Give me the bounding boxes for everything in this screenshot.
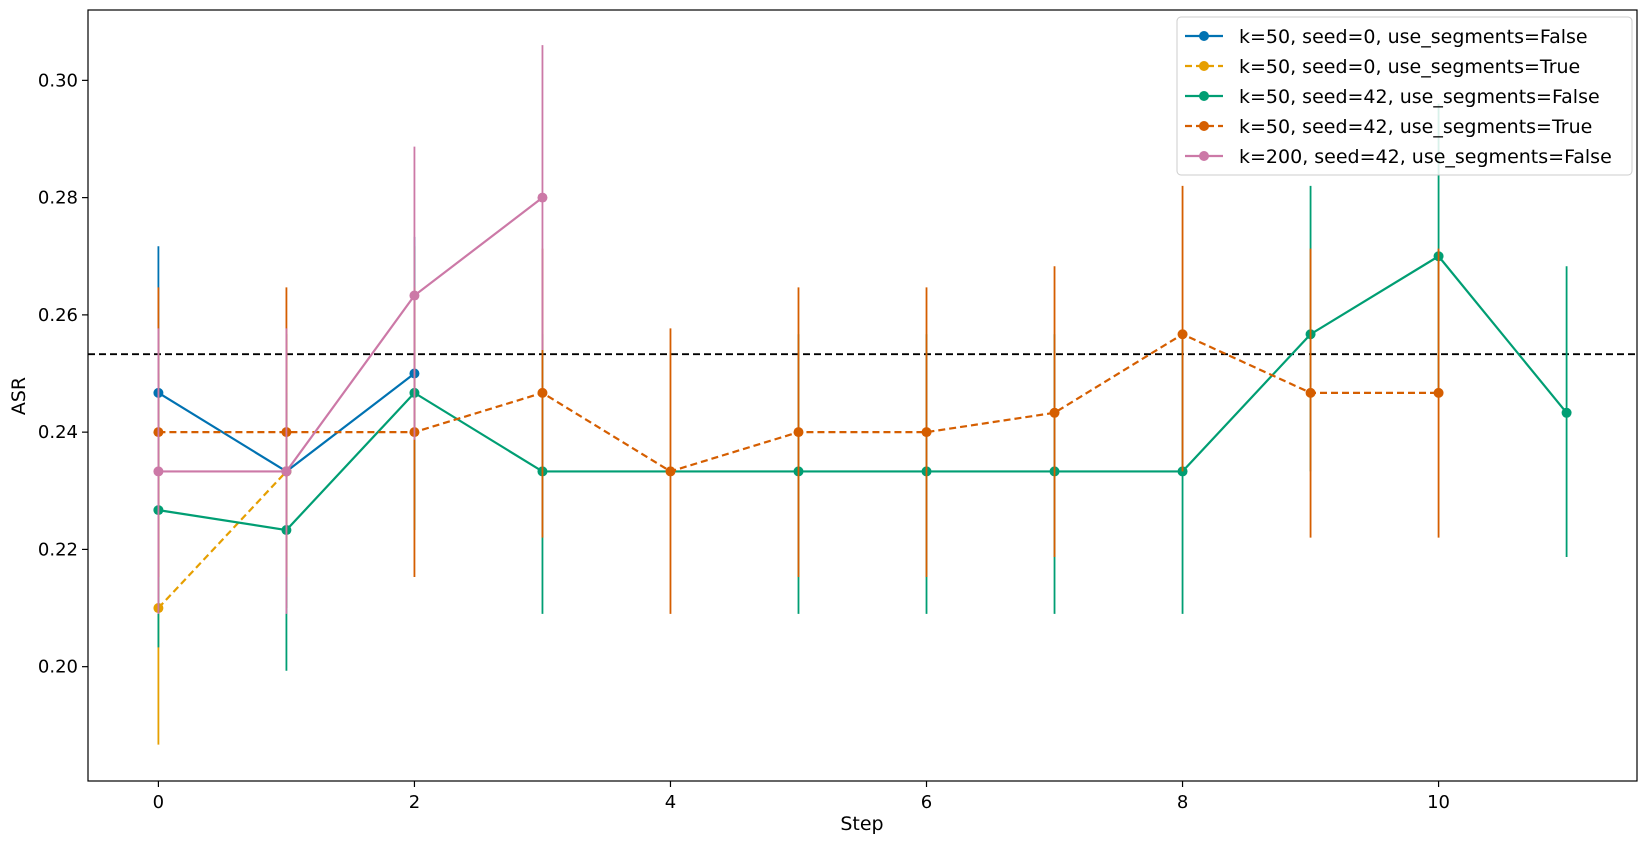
data-point: [537, 192, 548, 203]
series-line: [157, 470, 288, 609]
legend-marker: [1199, 121, 1209, 131]
legend-label: k=200, seed=42, use_segments=False: [1239, 146, 1612, 168]
x-tick-label: 10: [1427, 792, 1450, 813]
legend-marker: [1199, 61, 1209, 71]
x-tick-label: 2: [409, 792, 420, 813]
x-tick-label: 6: [921, 792, 932, 813]
data-point: [537, 387, 548, 398]
series-line: [158, 196, 544, 473]
axes-layer: 0 2 4 6 8 10 0.20 0.22 0.24 0.26 0.28 0.30: [38, 70, 1450, 813]
series-layer: [88, 45, 1637, 745]
y-tick-label: 0.30: [38, 70, 78, 91]
legend-label: k=50, seed=0, use_segments=True: [1239, 56, 1580, 78]
legend-label: k=50, seed=0, use_segments=False: [1239, 26, 1588, 48]
data-point: [1433, 387, 1444, 398]
data-point: [1049, 407, 1060, 418]
legend-marker: [1199, 31, 1209, 41]
legend-box: [1176, 16, 1633, 176]
x-tick-label: 4: [665, 792, 676, 813]
y-tick-label: 0.22: [38, 539, 78, 560]
data-point: [1305, 387, 1316, 398]
data-point: [409, 290, 420, 301]
data-point: [1561, 407, 1572, 418]
data-point: [665, 466, 676, 477]
legend-label: k=50, seed=42, use_segments=True: [1239, 116, 1592, 138]
x-axis-label: Step: [840, 813, 883, 835]
legend-marker: [1199, 151, 1209, 161]
series-2: [153, 334, 292, 745]
plot-area-frame: [87, 9, 1638, 782]
y-tick-label: 0.24: [38, 422, 78, 443]
legend-marker: [1199, 91, 1209, 101]
y-tick-label: 0.26: [38, 305, 78, 326]
y-tick-label: 0.20: [38, 657, 78, 678]
x-tick-label: 8: [1177, 792, 1188, 813]
series-3: [153, 103, 1572, 671]
data-point: [793, 427, 804, 438]
series-5: [153, 45, 548, 614]
data-point: [153, 466, 164, 477]
data-point: [921, 427, 932, 438]
y-tick-label: 0.28: [38, 188, 78, 209]
x-tick-label: 0: [153, 792, 164, 813]
legend: k=50, seed=0, use_segments=False k=50, se…: [1176, 16, 1633, 176]
legend-label: k=50, seed=42, use_segments=False: [1239, 86, 1600, 108]
data-point: [1177, 329, 1188, 340]
data-point: [281, 466, 292, 477]
y-axis-label: ASR: [8, 377, 30, 415]
